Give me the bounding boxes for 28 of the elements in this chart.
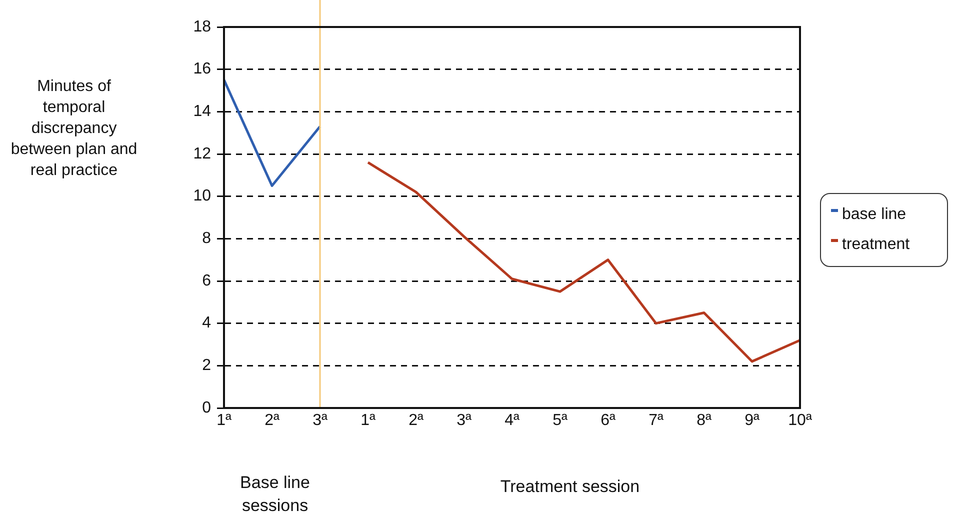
- x-tick-label: 7ª: [648, 412, 664, 430]
- x-tick-label: 1ª: [360, 412, 376, 430]
- x-tick-label: 2ª: [264, 412, 280, 430]
- x-tick-label: 6ª: [600, 412, 616, 430]
- x-tick-label: 5ª: [552, 412, 568, 430]
- y-tick-label: 0: [202, 399, 212, 416]
- y-tick-label: 18: [193, 18, 212, 36]
- x-tick-label: 9ª: [744, 412, 760, 430]
- x-tick-label: 8ª: [696, 412, 712, 430]
- legend-label: treatment: [842, 236, 910, 254]
- x-tick-label: 3ª: [456, 412, 472, 430]
- text: Base line sessions: [240, 473, 310, 515]
- x-tick-label: 2ª: [408, 412, 424, 430]
- y-tick-label: 6: [202, 272, 212, 290]
- x-tick-label: 4ª: [504, 412, 520, 430]
- x-tick-label: 10ª: [788, 412, 812, 430]
- x-tick-label: 1ª: [216, 412, 232, 430]
- y-tick-label: 14: [193, 103, 212, 120]
- x-axis-title: Treatment session: [500, 477, 640, 496]
- y-tick-label: 10: [193, 188, 212, 205]
- legend-label: base line: [842, 206, 906, 224]
- y-tick-label: 4: [202, 314, 212, 332]
- y-tick-label: 12: [193, 145, 212, 162]
- x-tick-label: 3ª: [312, 412, 328, 430]
- y-tick-label: 2: [202, 357, 212, 374]
- y-axis-title: Minutes of temporal discrepancy between plan and real practice: [10, 77, 138, 181]
- y-tick-label: 16: [193, 60, 212, 78]
- y-tick-label: 8: [202, 230, 212, 248]
